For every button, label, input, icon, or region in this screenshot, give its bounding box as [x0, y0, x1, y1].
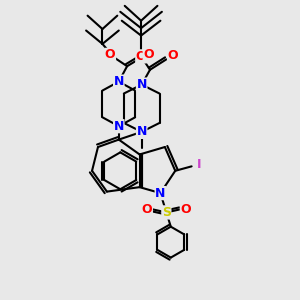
Text: N: N [114, 120, 124, 133]
Text: O: O [105, 48, 116, 62]
Text: S: S [162, 206, 171, 219]
Text: O: O [142, 203, 152, 216]
Text: O: O [180, 203, 191, 216]
Text: O: O [143, 48, 154, 61]
Text: O: O [168, 49, 178, 62]
Text: O: O [136, 50, 146, 63]
Text: N: N [136, 125, 147, 138]
Text: I: I [197, 158, 201, 171]
Text: N: N [136, 78, 147, 91]
Text: N: N [114, 75, 124, 88]
Text: N: N [155, 187, 166, 200]
